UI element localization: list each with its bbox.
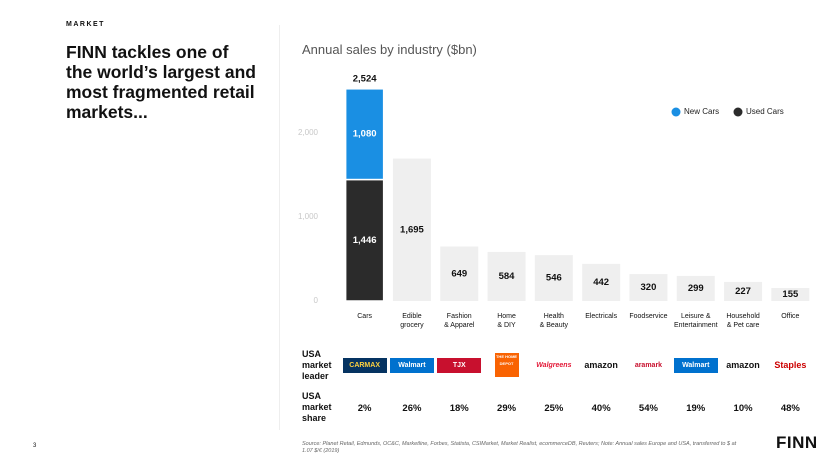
market-share: 25%	[544, 403, 564, 414]
value-label: 546	[546, 273, 562, 284]
value-label: 320	[641, 282, 657, 293]
bar	[724, 281, 763, 301]
market-share: 10%	[733, 403, 753, 414]
slide-title: FINN tackles one of the world’s largest …	[66, 42, 256, 122]
leader-logo: Staples	[768, 358, 813, 373]
y-tick-label: 0	[314, 296, 319, 305]
bar	[487, 251, 526, 301]
x-tick-label: Edible grocery	[400, 313, 424, 329]
segment-label: 1,446	[353, 235, 377, 246]
x-tick-label: Leisure & Entertainment	[673, 313, 718, 329]
x-tick-label: Electricals	[585, 313, 618, 320]
value-label: 584	[499, 271, 516, 282]
leader-logo: amazon	[579, 358, 624, 373]
y-tick-label: 1,000	[298, 212, 319, 221]
leader-logo: amazon	[721, 358, 766, 373]
x-tick-label: Office	[781, 313, 800, 320]
chart-title: Annual sales by industry ($bn)	[302, 42, 477, 57]
legend-label: New Cars	[684, 107, 719, 116]
x-tick-label: Home & DIY	[497, 313, 516, 329]
bar	[440, 246, 479, 301]
market-share: 26%	[402, 403, 422, 414]
bar	[771, 287, 810, 301]
value-label: 649	[451, 268, 467, 279]
market-share: 29%	[497, 403, 517, 414]
total-label: 2,524	[353, 73, 377, 84]
leader-logo: Walmart	[389, 358, 434, 373]
market-share: 2%	[357, 403, 372, 414]
leader-logo: THE HOME DEPOT	[494, 353, 519, 377]
value-label: 227	[735, 286, 751, 297]
leader-logo: Walgreens	[531, 358, 576, 373]
logo: FINN	[776, 433, 818, 452]
bar	[534, 255, 573, 301]
bar	[676, 275, 715, 301]
value-label: 299	[688, 283, 704, 294]
bar	[629, 274, 668, 301]
x-tick-label: Cars	[357, 313, 373, 320]
value-label: 1,695	[400, 224, 424, 235]
row-label: USA market leader	[302, 349, 332, 381]
source-note: Source: Planet Retail, Edmunds, OC&C, Ma…	[302, 441, 737, 454]
leader-logo: TJX	[437, 358, 482, 373]
x-tick-label: Health & Beauty	[539, 313, 569, 329]
bar	[582, 263, 621, 301]
leader-logo: CARMAX	[342, 358, 387, 373]
market-share: 54%	[638, 403, 658, 414]
x-tick-label: Foodservice	[629, 313, 668, 320]
bar-segment	[344, 88, 385, 181]
legend-label: Used Cars	[746, 107, 784, 116]
legend-marker	[671, 107, 681, 117]
x-tick-label: Fashion & Apparel	[444, 313, 475, 329]
market-share: 48%	[780, 403, 800, 414]
bar	[392, 158, 431, 301]
market-share: 18%	[449, 403, 469, 414]
segment-label: 1,080	[353, 129, 377, 140]
market-share: 19%	[686, 403, 706, 414]
y-tick-label: 2,000	[298, 128, 319, 137]
legend-marker	[733, 107, 743, 117]
leader-logo: aramark	[626, 358, 671, 373]
value-label: 442	[593, 277, 609, 288]
x-tick-label: Household & Pet care	[726, 313, 760, 329]
value-label: 155	[782, 289, 799, 300]
row-label: USA market share	[302, 391, 332, 423]
divider	[279, 25, 280, 430]
section-label: MARKET	[66, 21, 105, 28]
market-share: 40%	[591, 403, 611, 414]
page-number: 3	[33, 443, 37, 449]
leader-logo: Walmart	[673, 358, 718, 373]
